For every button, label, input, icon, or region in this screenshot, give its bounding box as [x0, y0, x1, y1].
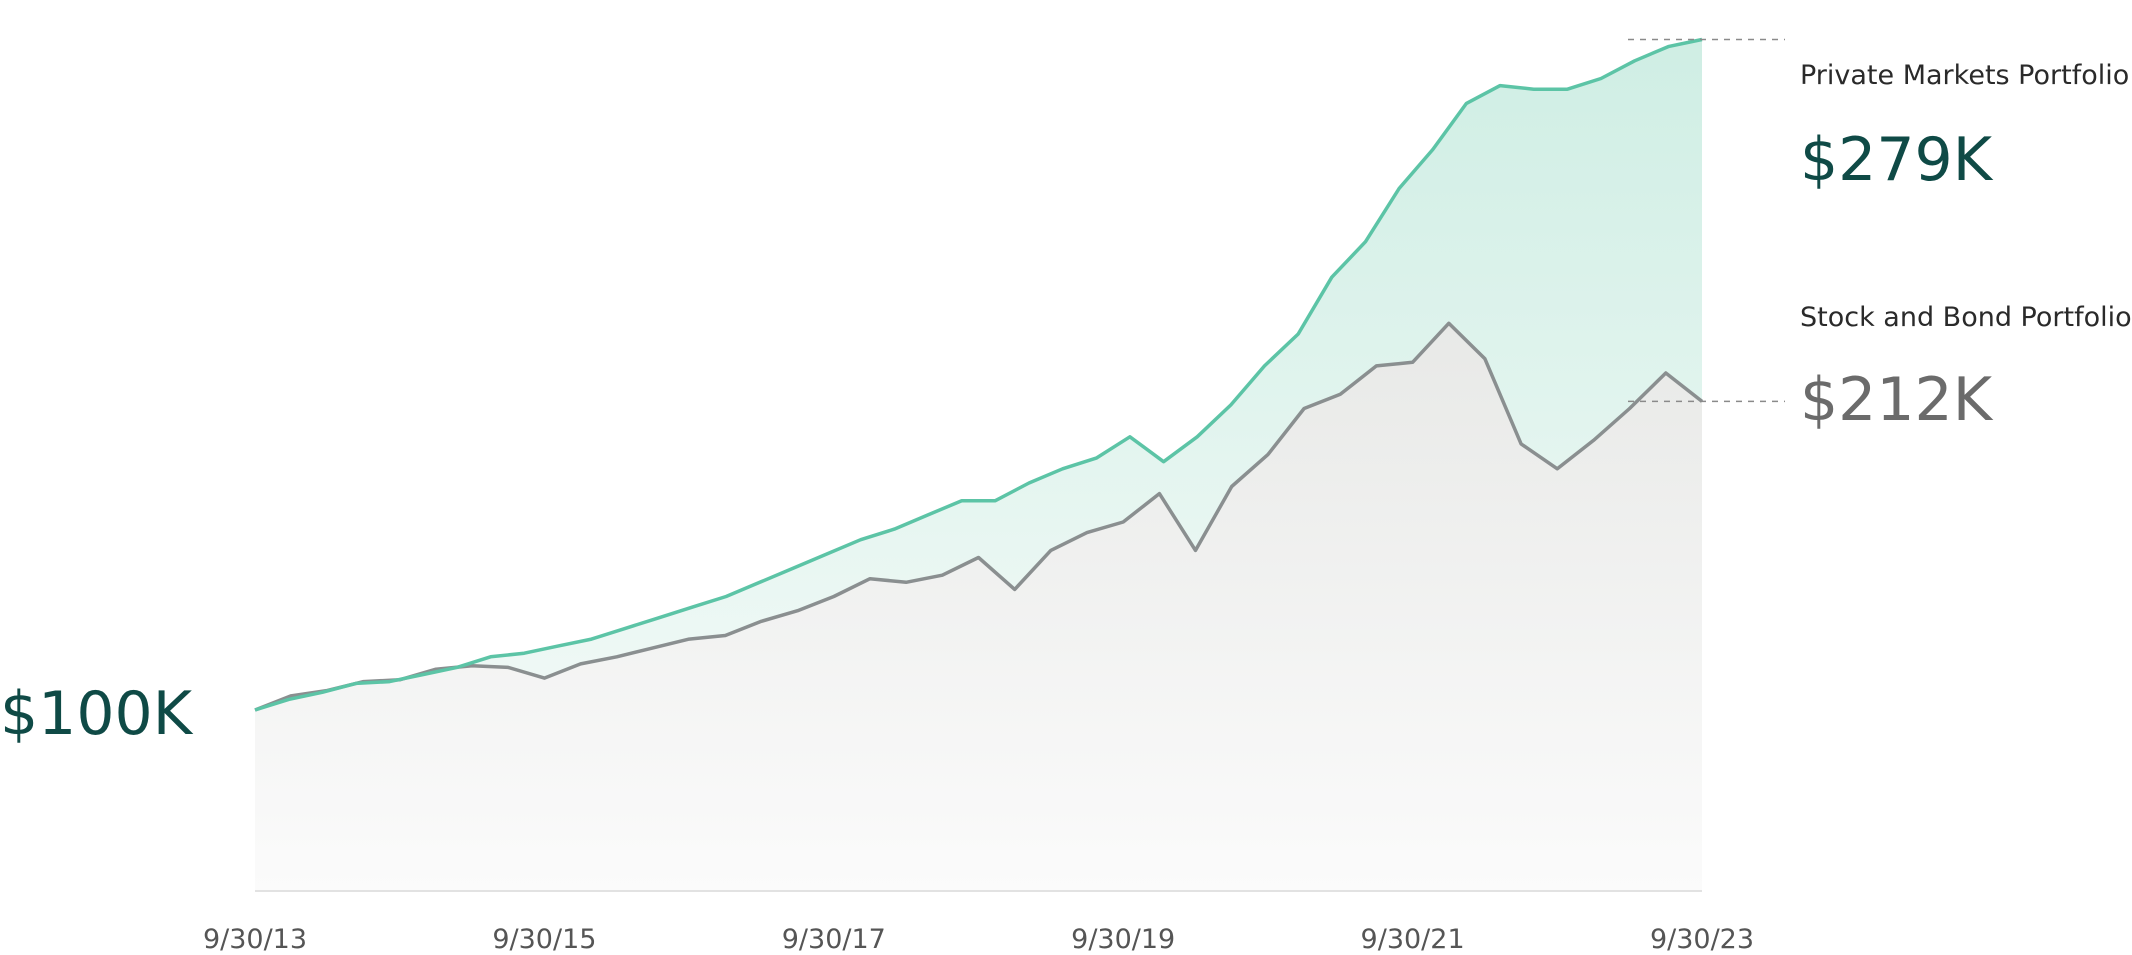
x-tick-label: 9/30/19 — [1071, 924, 1175, 955]
series-name-stock-and-bond: Stock and Bond Portfolio — [1800, 302, 2132, 333]
x-tick-label: 9/30/13 — [203, 924, 307, 955]
x-tick-label: 9/30/23 — [1650, 924, 1754, 955]
series-name-private-markets: Private Markets Portfolio — [1800, 60, 2129, 91]
start-value-label: $100K — [0, 679, 194, 749]
x-tick-label: 9/30/15 — [492, 924, 596, 955]
area-stock-and-bond — [255, 323, 1702, 891]
x-tick-label: 9/30/17 — [782, 924, 886, 955]
x-tick-label: 9/30/21 — [1361, 924, 1465, 955]
series-line-stock-and-bond — [254, 321, 1704, 712]
end-value-private-markets: $279K — [1800, 125, 1994, 195]
end-value-stock-and-bond: $212K — [1800, 365, 1994, 435]
series-line-private-markets — [254, 37, 1703, 712]
